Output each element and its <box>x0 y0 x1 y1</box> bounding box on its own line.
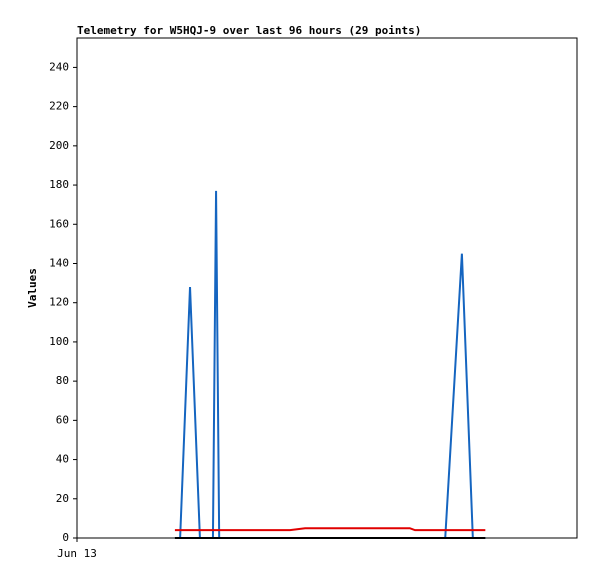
y-tick-label: 120 <box>49 296 69 309</box>
y-tick-label: 240 <box>49 60 69 73</box>
y-tick-label: 40 <box>56 453 69 466</box>
y-tick-label: 180 <box>49 178 69 191</box>
x-tick-label: Jun 13 <box>57 547 97 560</box>
y-tick-label: 200 <box>49 139 69 152</box>
chart-title: Telemetry for W5HQJ-9 over last 96 hours… <box>77 24 421 37</box>
y-tick-label: 220 <box>49 100 69 113</box>
y-tick-label: 160 <box>49 217 69 230</box>
y-tick-label: 80 <box>56 374 69 387</box>
plot-frame <box>76 37 578 539</box>
series-line <box>174 527 486 532</box>
series-line <box>174 190 486 539</box>
y-tick-label: 20 <box>56 492 69 505</box>
y-tick-label: 0 <box>62 531 69 544</box>
y-axis-label: Values <box>26 268 39 308</box>
y-tick-label: 100 <box>49 335 69 348</box>
y-tick-label: 60 <box>56 413 69 426</box>
y-tick-label: 140 <box>49 256 69 269</box>
